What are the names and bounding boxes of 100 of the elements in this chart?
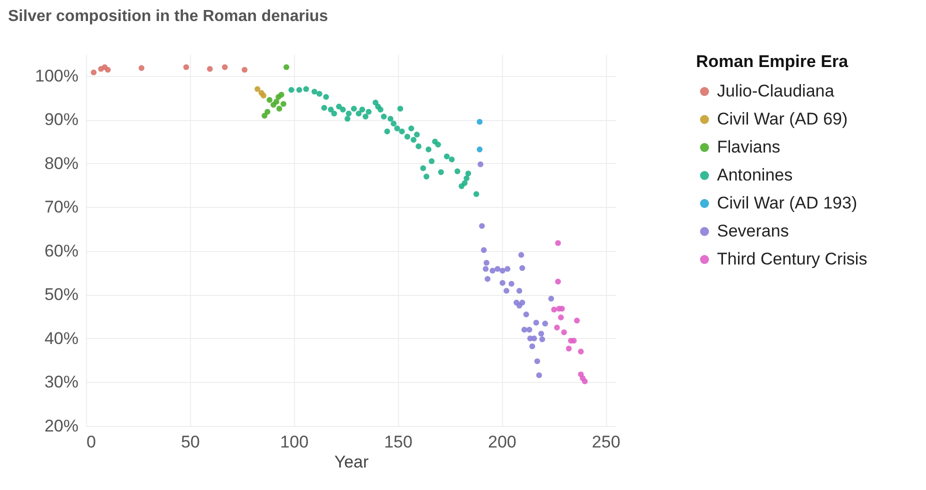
y-tick-label: 90% bbox=[44, 110, 78, 130]
point bbox=[296, 86, 302, 93]
point bbox=[476, 118, 483, 125]
point bbox=[280, 100, 286, 107]
legend-label: Antonines bbox=[717, 166, 793, 184]
point bbox=[394, 125, 400, 132]
point bbox=[426, 146, 432, 152]
y-tick-label: 50% bbox=[44, 285, 78, 304]
y-tick-label: 70% bbox=[44, 198, 78, 217]
y-tick-label: 20% bbox=[44, 416, 78, 436]
point bbox=[328, 106, 334, 112]
point bbox=[276, 94, 282, 100]
point bbox=[283, 64, 290, 70]
point bbox=[183, 64, 190, 70]
point bbox=[479, 223, 485, 229]
point bbox=[424, 174, 430, 180]
x-tick-label: 200 bbox=[488, 432, 516, 452]
point bbox=[266, 97, 272, 103]
point bbox=[484, 276, 490, 282]
point bbox=[531, 336, 538, 342]
point bbox=[90, 69, 97, 76]
point bbox=[397, 106, 404, 112]
point bbox=[504, 266, 510, 272]
point bbox=[262, 112, 268, 119]
point bbox=[465, 170, 472, 176]
point bbox=[558, 314, 564, 320]
point bbox=[380, 114, 387, 120]
point bbox=[500, 280, 506, 286]
point bbox=[323, 94, 329, 100]
point bbox=[538, 330, 544, 337]
point bbox=[366, 108, 372, 115]
point bbox=[356, 110, 362, 116]
point bbox=[264, 108, 270, 115]
point bbox=[516, 288, 522, 294]
point bbox=[331, 110, 338, 116]
point bbox=[254, 86, 260, 92]
point bbox=[555, 278, 561, 284]
x-tick-label: 150 bbox=[384, 432, 412, 452]
point bbox=[500, 268, 506, 274]
point bbox=[482, 266, 489, 272]
point bbox=[438, 169, 444, 176]
point bbox=[570, 338, 577, 344]
point bbox=[476, 146, 483, 152]
point bbox=[494, 266, 500, 272]
y-tick-label: 60% bbox=[44, 241, 78, 260]
x-tick-label: 250 bbox=[592, 432, 620, 452]
point bbox=[388, 116, 394, 122]
point bbox=[420, 165, 426, 172]
point bbox=[276, 106, 282, 112]
point bbox=[260, 92, 266, 98]
point bbox=[222, 64, 228, 70]
point bbox=[582, 378, 588, 384]
legend-label: Civil War (AD 193) bbox=[717, 194, 858, 212]
point bbox=[384, 128, 390, 134]
point bbox=[242, 66, 248, 73]
point bbox=[521, 326, 528, 333]
point bbox=[414, 132, 420, 138]
point bbox=[372, 100, 378, 106]
point bbox=[539, 336, 546, 342]
point bbox=[578, 348, 584, 355]
y-tick-label: 80% bbox=[44, 154, 78, 173]
point bbox=[480, 247, 487, 253]
point bbox=[548, 296, 554, 302]
point bbox=[206, 66, 213, 72]
point bbox=[344, 116, 350, 122]
x-tick-label: 0 bbox=[86, 432, 96, 452]
y-tick-label: 100% bbox=[35, 66, 78, 86]
point bbox=[359, 106, 366, 112]
point bbox=[523, 311, 530, 318]
point bbox=[519, 300, 526, 306]
point bbox=[559, 306, 565, 312]
x-tick-label: 50 bbox=[180, 432, 200, 452]
point bbox=[408, 125, 414, 132]
point bbox=[448, 156, 455, 162]
point bbox=[404, 134, 410, 140]
legend-title: Roman Empire Era bbox=[696, 52, 849, 71]
point bbox=[464, 175, 470, 182]
legend-label: Julio-Claudiana bbox=[717, 82, 835, 100]
point bbox=[542, 320, 548, 326]
point bbox=[504, 288, 510, 294]
point bbox=[390, 120, 397, 126]
point bbox=[362, 114, 368, 120]
point bbox=[138, 65, 144, 71]
point bbox=[340, 106, 346, 112]
point bbox=[416, 143, 422, 150]
point bbox=[435, 142, 441, 148]
point bbox=[519, 265, 526, 271]
point bbox=[321, 104, 328, 111]
point bbox=[316, 90, 322, 97]
x-axis-title: Year bbox=[334, 452, 370, 472]
point bbox=[536, 372, 542, 378]
x-tick-label: 100 bbox=[280, 432, 309, 452]
point bbox=[561, 329, 567, 336]
point bbox=[312, 88, 318, 95]
point bbox=[533, 320, 540, 326]
legend-label: Third Century Crisis bbox=[717, 250, 868, 268]
point bbox=[551, 306, 557, 312]
point bbox=[566, 346, 572, 352]
point bbox=[303, 86, 310, 92]
point bbox=[554, 324, 560, 330]
